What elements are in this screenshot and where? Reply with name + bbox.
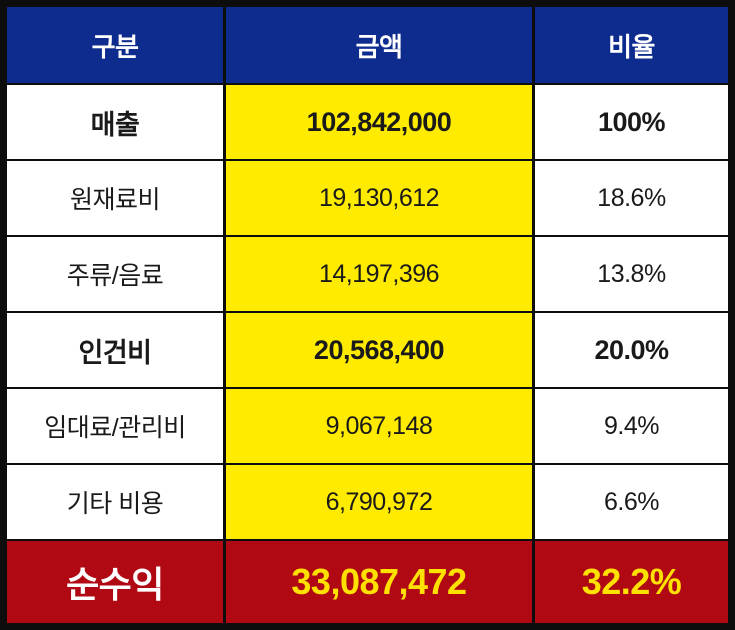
row-amount-sales: 102,842,000 [226,85,532,159]
row-amount-raw-materials: 19,130,612 [226,161,532,235]
column-header-amount: 금액 [226,7,532,83]
row-ratio-raw-materials: 18.6% [535,161,728,235]
row-amount-beverages: 14,197,396 [226,237,532,311]
row-category-other-expenses: 기타 비용 [7,465,223,539]
row-ratio-other-expenses: 6.6% [535,465,728,539]
row-amount-other-expenses: 6,790,972 [226,465,532,539]
row-amount-labor: 20,568,400 [226,313,532,387]
footer-amount-net-profit: 33,087,472 [226,541,532,623]
column-header-ratio: 비율 [535,7,728,83]
column-header-category: 구분 [7,7,223,83]
row-category-labor: 인건비 [7,313,223,387]
row-category-raw-materials: 원재료비 [7,161,223,235]
row-ratio-beverages: 13.8% [535,237,728,311]
footer-category-net-profit: 순수익 [7,541,223,623]
row-ratio-rent: 9.4% [535,389,728,463]
footer-ratio-net-profit: 32.2% [535,541,728,623]
row-amount-rent: 9,067,148 [226,389,532,463]
row-category-beverages: 주류/음료 [7,237,223,311]
row-ratio-labor: 20.0% [535,313,728,387]
row-category-rent: 임대료/관리비 [7,389,223,463]
row-category-sales: 매출 [7,85,223,159]
row-ratio-sales: 100% [535,85,728,159]
